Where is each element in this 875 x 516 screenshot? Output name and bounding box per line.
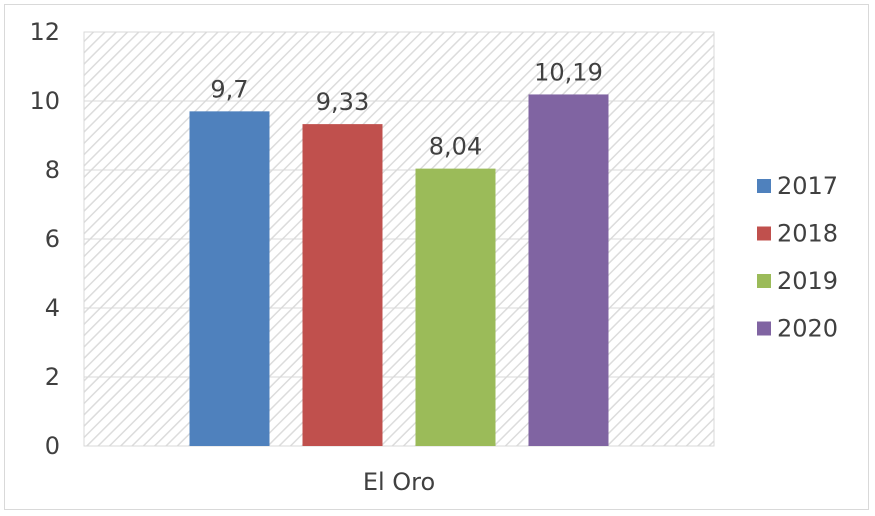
y-tick-label: 10 <box>29 87 60 115</box>
data-labels: 9,7 9,33 8,04 10,19 <box>210 58 602 160</box>
data-label-2018: 9,33 <box>316 88 369 116</box>
legend-label-2018: 2018 <box>777 220 838 248</box>
legend-label-2019: 2019 <box>777 267 838 295</box>
y-axis-ticks: 0 2 4 6 8 10 12 <box>29 18 60 460</box>
y-tick-label: 2 <box>45 363 60 391</box>
data-label-2017: 9,7 <box>210 75 248 103</box>
x-axis-categories: El Oro <box>363 468 435 496</box>
bar-2019 <box>415 168 496 446</box>
bar-series <box>189 94 609 447</box>
legend: 2017 2018 2019 2020 <box>757 172 838 343</box>
gridlines <box>84 31 714 447</box>
bar-2018 <box>302 124 383 447</box>
legend-swatch-2019 <box>757 274 771 288</box>
y-tick-label: 4 <box>45 294 60 322</box>
data-label-2020: 10,19 <box>534 58 603 86</box>
legend-swatch-2018 <box>757 226 771 241</box>
y-tick-label: 6 <box>45 225 60 253</box>
y-tick-label: 0 <box>45 432 60 460</box>
y-tick-label: 8 <box>45 156 60 184</box>
bar-2017 <box>189 111 270 446</box>
bar-2020 <box>528 94 609 446</box>
category-label: El Oro <box>363 468 435 496</box>
legend-label-2017: 2017 <box>777 172 838 200</box>
data-label-2019: 8,04 <box>429 133 482 161</box>
legend-label-2020: 2020 <box>777 315 838 343</box>
legend-swatch-2020 <box>757 321 771 336</box>
legend-swatch-2017 <box>757 179 771 193</box>
y-tick-label: 12 <box>29 18 60 46</box>
